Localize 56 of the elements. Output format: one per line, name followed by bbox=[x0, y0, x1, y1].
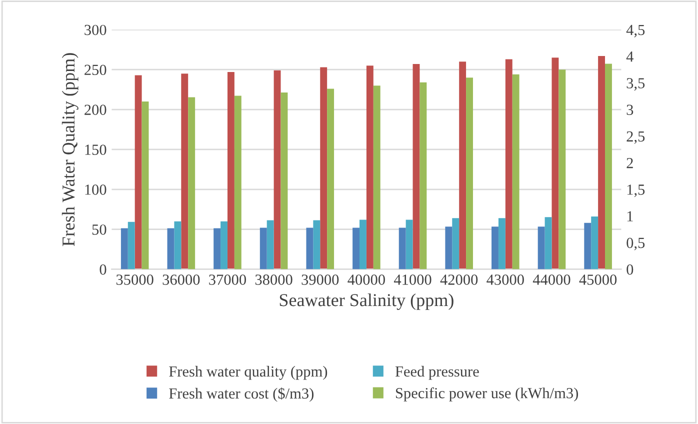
y2-tick-label: 1,5 bbox=[627, 184, 645, 198]
bar bbox=[167, 228, 174, 270]
y2-tick-label: 2 bbox=[626, 158, 633, 168]
y2-tick-label: 4,5 bbox=[626, 24, 645, 38]
x-tick-label: 40000 bbox=[348, 274, 385, 285]
bar bbox=[120, 228, 128, 270]
x-tick-label: 39000 bbox=[302, 274, 339, 285]
x-tick-label: 35000 bbox=[116, 274, 154, 285]
legend-label: Feed pressure bbox=[395, 366, 479, 380]
bar bbox=[445, 226, 452, 270]
bar bbox=[306, 228, 314, 270]
bar bbox=[266, 220, 274, 270]
bar bbox=[214, 228, 221, 270]
bar bbox=[591, 216, 598, 270]
bar bbox=[492, 226, 498, 270]
bar bbox=[538, 226, 545, 270]
y-axis-title: Fresh Water Quality (ppm) bbox=[62, 53, 78, 246]
x-tick-label: 38000 bbox=[255, 274, 292, 285]
bar bbox=[260, 228, 267, 270]
bar bbox=[360, 220, 366, 270]
bar bbox=[220, 221, 228, 270]
bar bbox=[406, 220, 413, 270]
x-axis-title: Seawater Salinity (ppm) bbox=[280, 294, 454, 310]
y2-tick-label: 4 bbox=[626, 52, 634, 62]
bar bbox=[584, 222, 592, 270]
x-tick-label: 41000 bbox=[394, 274, 432, 285]
x-tick-label: 43000 bbox=[486, 274, 524, 285]
bar bbox=[352, 228, 360, 270]
bar bbox=[398, 228, 406, 270]
y2-tick-label: 3 bbox=[626, 104, 634, 115]
y2-tick-label: 0 bbox=[626, 264, 634, 275]
x-tick-label: 44000 bbox=[532, 274, 570, 285]
y2-tick-label: 1 bbox=[627, 211, 633, 222]
x-tick-label: 42000 bbox=[440, 274, 478, 285]
x-tick-label: 37000 bbox=[209, 274, 246, 285]
bar bbox=[452, 218, 460, 270]
bar bbox=[544, 217, 552, 270]
y-tick-label: 100 bbox=[85, 184, 106, 195]
y2-tick-label: 3,5 bbox=[626, 78, 645, 91]
legend-label: Fresh water cost ($/m3) bbox=[169, 387, 314, 402]
legend-label: Specific power use (kWh/m3) bbox=[396, 387, 578, 402]
y-tick-label: 150 bbox=[85, 144, 106, 155]
bar bbox=[313, 220, 320, 270]
legend-label: Fresh water quality (ppm) bbox=[169, 366, 328, 380]
y2-tick-label: 2,5 bbox=[626, 131, 645, 144]
bar bbox=[174, 221, 182, 270]
y-tick-label: 300 bbox=[84, 24, 106, 36]
x-tick-label: 45000 bbox=[579, 274, 617, 285]
y2-tick-label: 0,5 bbox=[626, 238, 645, 250]
x-tick-label: 36000 bbox=[162, 274, 200, 285]
y-tick-label: 250 bbox=[84, 64, 106, 76]
y-tick-label: 200 bbox=[84, 104, 106, 115]
bar bbox=[498, 218, 506, 270]
y-tick-label: 0 bbox=[100, 264, 106, 275]
bar bbox=[128, 222, 135, 270]
y-tick-label: 50 bbox=[92, 224, 106, 235]
